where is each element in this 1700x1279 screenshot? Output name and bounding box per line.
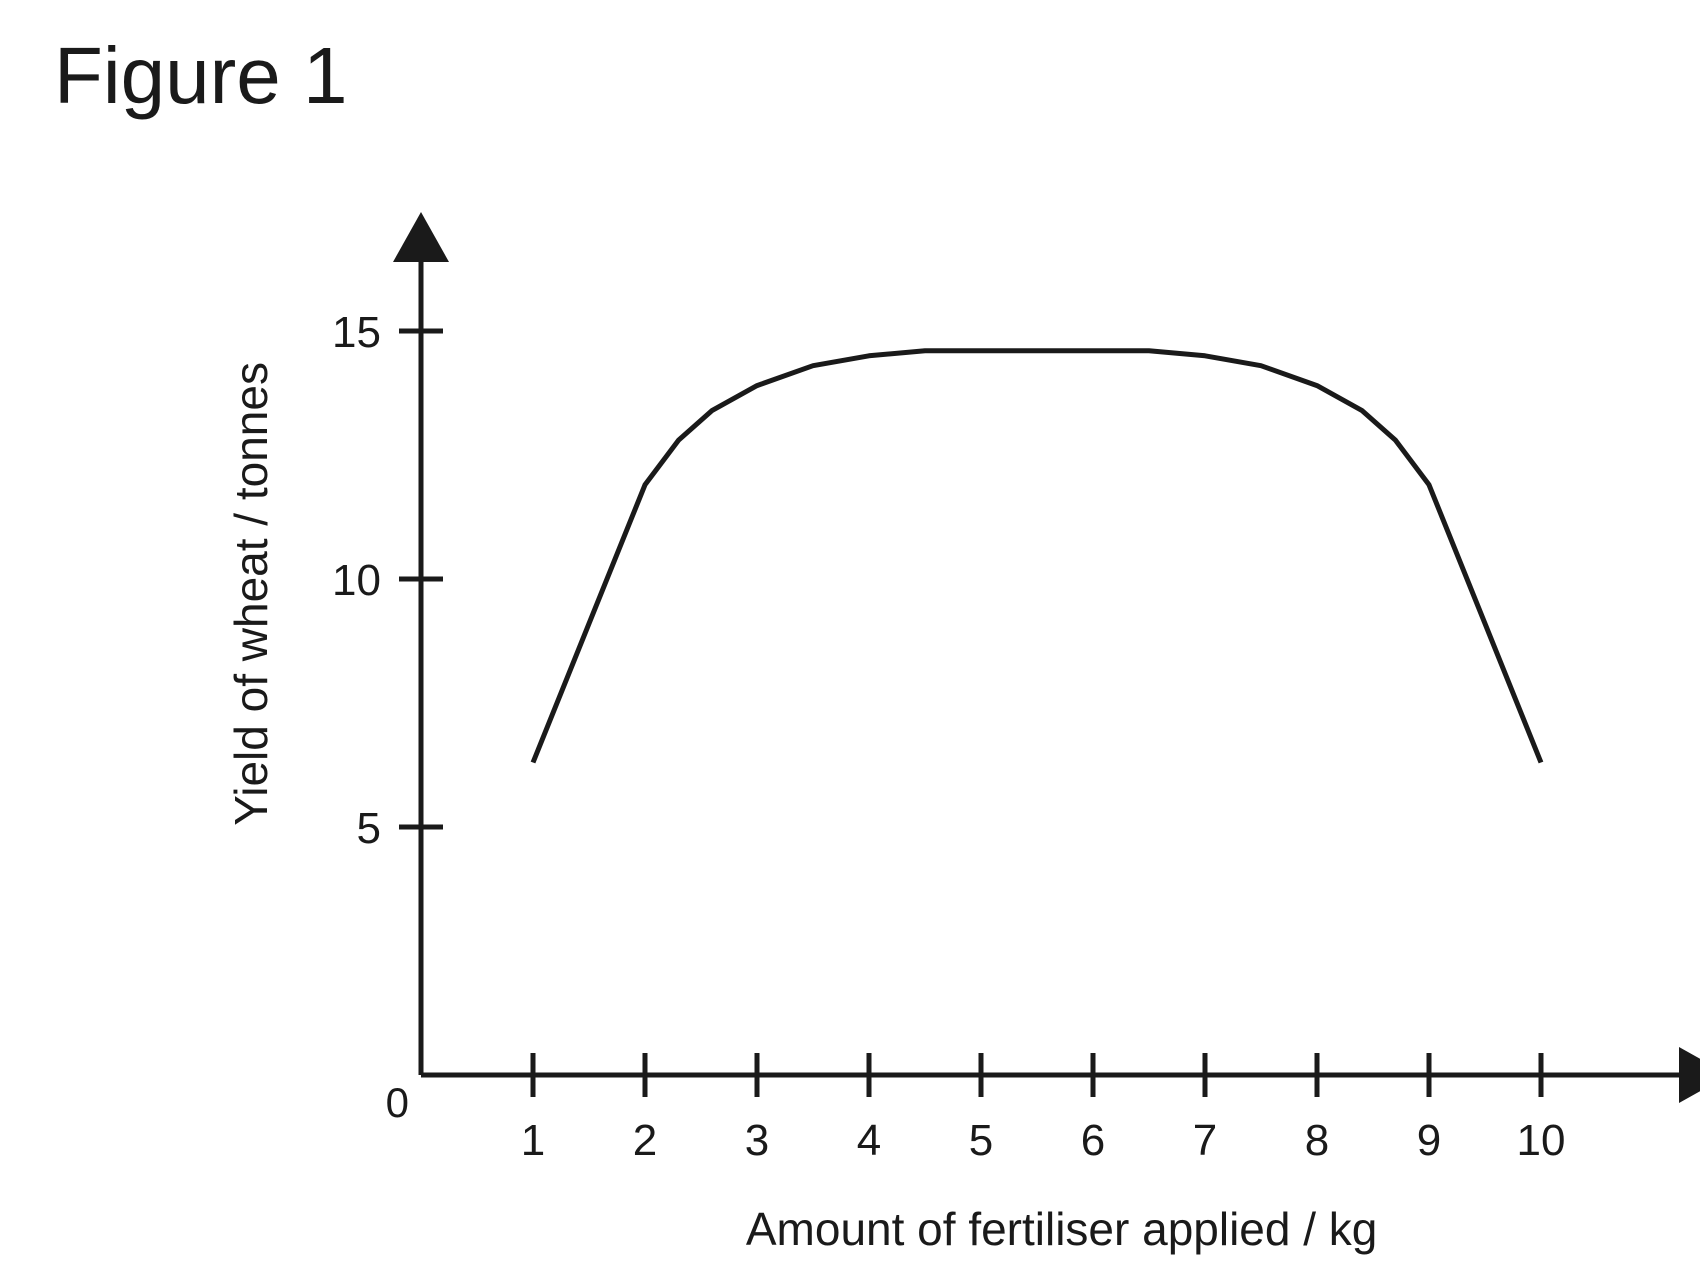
y-axis-label: Yield of wheat / tonnes	[225, 362, 277, 826]
x-tick-label: 5	[969, 1116, 993, 1165]
series-line	[530, 348, 1544, 764]
y-axis-arrow	[393, 212, 449, 262]
figure-title: Figure 1	[54, 31, 348, 120]
x-tick-label: 4	[857, 1116, 881, 1165]
x-tick-label: 3	[745, 1116, 769, 1165]
x-tick-label: 10	[1517, 1116, 1566, 1165]
y-tick-label: 5	[357, 804, 381, 853]
chart-axes	[393, 212, 1700, 1103]
y-tick-label: 15	[332, 308, 381, 357]
x-axis-label: Amount of fertiliser applied / kg	[746, 1203, 1378, 1255]
x-tick-label: 9	[1417, 1116, 1441, 1165]
x-axis-arrow	[1679, 1047, 1700, 1103]
x-tick-label: 7	[1193, 1116, 1217, 1165]
origin-label: 0	[386, 1079, 409, 1126]
x-tick-label: 1	[521, 1116, 545, 1165]
y-tick-label: 10	[332, 556, 381, 605]
chart-series	[530, 348, 1544, 764]
chart-ticks: 1 2 3 4 5 6 7 8 9 10 5 10 15	[332, 308, 1565, 1165]
x-tick-label: 6	[1081, 1116, 1105, 1165]
x-tick-label: 2	[633, 1116, 657, 1165]
x-tick-label: 8	[1305, 1116, 1329, 1165]
